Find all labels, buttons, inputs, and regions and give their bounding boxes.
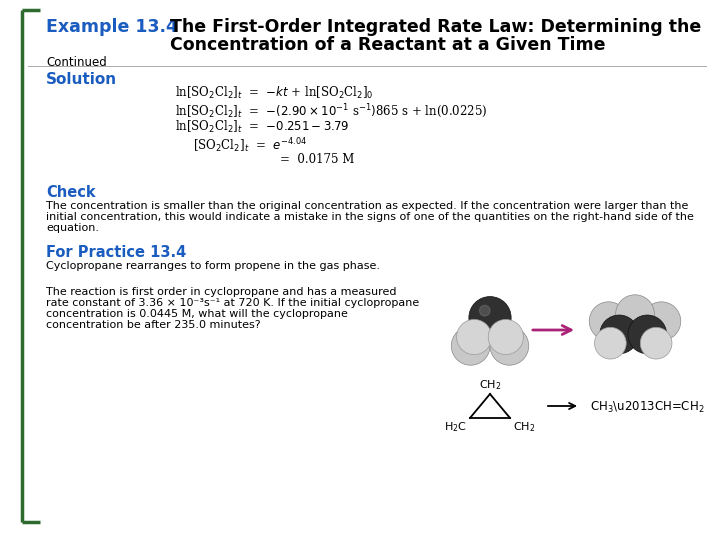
Text: CH$_2$: CH$_2$: [479, 378, 501, 392]
Circle shape: [600, 315, 639, 354]
Circle shape: [616, 295, 654, 334]
Text: ln[SO$_2$Cl$_2$]$_t$  =  $-0.251 - 3.79$: ln[SO$_2$Cl$_2$]$_t$ = $-0.251 - 3.79$: [175, 119, 349, 135]
Circle shape: [480, 305, 490, 316]
Text: H$_2$C: H$_2$C: [444, 420, 467, 434]
Circle shape: [456, 320, 492, 355]
Text: CH$_3$\u2013CH=CH$_2$: CH$_3$\u2013CH=CH$_2$: [590, 400, 705, 415]
Text: [SO$_2$Cl$_2$]$_t$  =  $e^{-4.04}$: [SO$_2$Cl$_2$]$_t$ = $e^{-4.04}$: [193, 136, 307, 154]
Circle shape: [628, 315, 667, 354]
Text: Continued: Continued: [46, 56, 107, 69]
Text: The First-Order Integrated Rate Law: Determining the: The First-Order Integrated Rate Law: Det…: [170, 18, 701, 36]
Text: equation.: equation.: [46, 223, 99, 233]
Circle shape: [488, 320, 523, 355]
Text: concentration be after 235.0 minutes?: concentration be after 235.0 minutes?: [46, 320, 261, 330]
Text: ln[SO$_2$Cl$_2$]$_t$  =  $-kt$ + ln[SO$_2$Cl$_2$]$_0$: ln[SO$_2$Cl$_2$]$_t$ = $-kt$ + ln[SO$_2$…: [175, 85, 374, 101]
Circle shape: [640, 327, 672, 359]
Text: Cyclopropane rearranges to form propene in the gas phase.: Cyclopropane rearranges to form propene …: [46, 261, 380, 271]
Text: =  0.0175 M: = 0.0175 M: [280, 153, 354, 166]
Text: The reaction is first order in cyclopropane and has a measured: The reaction is first order in cycloprop…: [46, 287, 397, 297]
Circle shape: [451, 327, 490, 365]
Text: ln[SO$_2$Cl$_2$]$_t$  =  $-(2.90 \times 10^{-1}$ s$^{-1})$865 s + ln(0.0225): ln[SO$_2$Cl$_2$]$_t$ = $-(2.90 \times 10…: [175, 102, 487, 120]
Text: rate constant of 3.36 × 10⁻³s⁻¹ at 720 K. If the initial cyclopropane: rate constant of 3.36 × 10⁻³s⁻¹ at 720 K…: [46, 298, 419, 308]
Text: Concentration of a Reactant at a Given Time: Concentration of a Reactant at a Given T…: [170, 36, 606, 54]
Text: Solution: Solution: [46, 72, 117, 87]
Circle shape: [642, 302, 681, 341]
Text: Example 13.4: Example 13.4: [46, 18, 178, 36]
Text: concentration is 0.0445 M, what will the cyclopropane: concentration is 0.0445 M, what will the…: [46, 309, 348, 319]
Text: Check: Check: [46, 185, 96, 200]
Text: CH$_2$: CH$_2$: [513, 420, 536, 434]
Circle shape: [595, 327, 626, 359]
Circle shape: [490, 327, 528, 365]
Circle shape: [469, 296, 511, 339]
Circle shape: [589, 302, 628, 341]
Text: The concentration is smaller than the original concentration as expected. If the: The concentration is smaller than the or…: [46, 201, 688, 211]
Text: For Practice 13.4: For Practice 13.4: [46, 245, 186, 260]
Text: initial concentration, this would indicate a mistake in the signs of one of the : initial concentration, this would indica…: [46, 212, 694, 222]
